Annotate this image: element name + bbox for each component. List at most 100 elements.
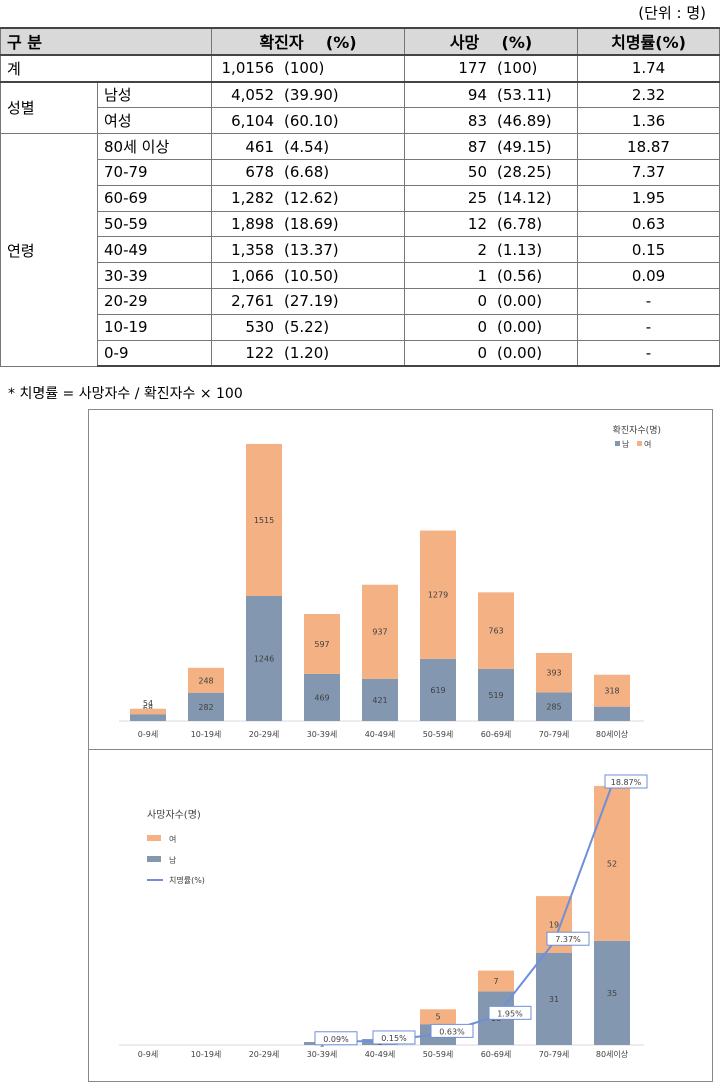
fatality-cell: 1.36 <box>577 107 720 135</box>
line-label-box <box>372 1030 416 1045</box>
confirmed-cell: 4,052 (39.90) <box>211 81 406 109</box>
chart-title: 확진자수(명) <box>613 424 661 436</box>
row-label: 10-19 <box>96 313 213 341</box>
deaths-chart-panel: 0-9세10-19세20-29세130-39세240-49세7550-59세18… <box>88 749 713 1082</box>
bar-female <box>594 785 630 941</box>
bar-male <box>536 692 572 721</box>
confirmed-chart-panel: 68 54 0-9세 282 248 10-19세 1246 1515 20-29세 469 597… <box>88 409 713 750</box>
data-label: 393 <box>546 669 561 678</box>
data-label: 1515 <box>254 516 274 525</box>
deaths-chart: 0-9세10-19세20-29세130-39세240-49세7550-59세18… <box>119 774 648 1059</box>
x-tick-label: 50-59세 <box>423 730 454 739</box>
data-label: 285 <box>546 703 561 712</box>
fatality-cell: 18.87 <box>577 133 720 160</box>
data-label: 35 <box>607 989 617 998</box>
row-label: 30-39 <box>96 262 213 289</box>
table-row-age: 0-9 122 (1.20) 0 (0.00) - <box>1 339 720 368</box>
fatality-cell: - <box>577 339 720 368</box>
row-label: 여성 <box>96 107 213 135</box>
data-label: 619 <box>430 686 445 695</box>
row-label: 20-29 <box>96 287 213 315</box>
row-label: 남성 <box>96 81 213 109</box>
fatality-cell: - <box>577 287 720 315</box>
line-data-label: 18.87% <box>611 778 642 787</box>
total-label: 계 <box>0 54 213 83</box>
confirmed-cell: 1,066 (10.50) <box>211 262 406 289</box>
data-label: 248 <box>198 676 213 685</box>
chart-title: 사망자수(명) <box>147 809 201 821</box>
bar-female <box>420 530 456 659</box>
table-header-row: 구 분 확진자 (%) 사망 (%) 치명률(%) <box>0 27 720 56</box>
legend-swatch-female <box>637 441 642 446</box>
total-deaths: 177 (100) <box>404 54 579 83</box>
row-label: 80세 이상 <box>96 133 213 160</box>
x-tick-label: 20-29세 <box>249 730 280 739</box>
fatality-cell: 0.15 <box>577 236 720 264</box>
x-tick-label: 60-69세 <box>481 730 512 739</box>
line-data-label: 0.09% <box>323 1035 349 1044</box>
line-data-label: 0.15% <box>381 1034 407 1043</box>
confirmed-cell: 6,104 (60.10) <box>211 107 406 135</box>
row-label: 70-79 <box>96 158 213 186</box>
confirmed-cell: 1,282 (12.62) <box>211 184 406 212</box>
legend-label-line: 치명률(%) <box>169 875 205 885</box>
bar-female <box>188 667 224 693</box>
line-label-box <box>314 1031 358 1046</box>
bar-female <box>536 652 572 693</box>
x-tick-label: 60-69세 <box>481 1050 512 1059</box>
data-label: 519 <box>488 691 503 700</box>
confirmed-cell: 1,898 (18.69) <box>211 210 406 238</box>
x-tick-label: 30-39세 <box>307 730 338 739</box>
bar-female <box>304 614 340 674</box>
total-confirmed: 1,0156 (100) <box>211 54 406 83</box>
table-row-age: 30-39 1,066 (10.50) 1 (0.56) 0.09 <box>1 262 720 289</box>
bar-male <box>130 714 166 721</box>
data-label: 1246 <box>254 654 274 663</box>
table-row-age: 60-69 1,282 (12.62) 25 (14.12) 1.95 <box>1 184 720 212</box>
legend-swatch-female <box>147 835 161 841</box>
deaths-cell: 50 (28.25) <box>404 158 579 186</box>
deaths-cell: 12 (6.78) <box>404 210 579 238</box>
deaths-cell: 2 (1.13) <box>404 236 579 264</box>
fatality-cell: 0.63 <box>577 210 720 238</box>
table-row-total: 계 1,0156 (100) 177 (100) 1.74 <box>0 54 720 83</box>
deaths-cell: 83 (46.89) <box>404 107 579 135</box>
statistics-table: 구 분 확진자 (%) 사망 (%) 치명률(%) 계 1,0156 (100) … <box>0 27 720 368</box>
table-row-age: 20-29 2,761 (27.19) 0 (0.00) - <box>1 287 720 315</box>
confirmed-cell: 461 (4.54) <box>211 133 406 160</box>
x-tick-label: 30-39세 <box>307 1050 338 1059</box>
confirmed-cell: 530 (5.22) <box>211 313 406 341</box>
bar-female <box>594 674 630 707</box>
data-label: 282 <box>198 703 213 712</box>
confirmed-cell: 122 (1.20) <box>211 339 406 368</box>
data-label: 31 <box>549 995 559 1004</box>
line-label-box <box>546 931 590 946</box>
data-label: 937 <box>372 628 387 637</box>
bar-female <box>478 592 514 669</box>
table-row-gender: 성별 남성 4,052 (39.90) 94 (53.11) 2.32 <box>0 81 720 135</box>
header-confirmed: 확진자 (%) <box>211 27 406 56</box>
data-label: 5 <box>435 1013 440 1022</box>
legend-label-male: 남 <box>169 856 177 865</box>
x-tick-label: 50-59세 <box>423 1050 454 1059</box>
total-fatality: 1.74 <box>577 54 720 83</box>
x-tick-label: 10-19세 <box>191 730 222 739</box>
x-tick-label: 40-49세 <box>365 1050 396 1059</box>
header-category: 구 분 <box>0 27 213 56</box>
line-label-box <box>488 1005 532 1020</box>
row-label: 40-49 <box>96 236 213 264</box>
data-label: 19 <box>549 920 559 929</box>
x-tick-label: 20-29세 <box>249 1050 280 1059</box>
row-label: 60-69 <box>96 184 213 212</box>
data-label: 763 <box>488 627 503 636</box>
deaths-cell: 94 (53.11) <box>404 81 579 109</box>
table-row-age: 50-59 1,898 (18.69) 12 (6.78) 0.63 <box>1 210 720 238</box>
x-tick-label: 70-79세 <box>539 730 570 739</box>
data-label: 318 <box>604 687 619 696</box>
data-label: 1279 <box>428 591 448 600</box>
bar-male <box>304 673 340 721</box>
table-row-age: 40-49 1,358 (13.37) 2 (1.13) 0.15 <box>1 236 720 264</box>
deaths-cell: 0 (0.00) <box>404 287 579 315</box>
deaths-cell: 0 (0.00) <box>404 313 579 341</box>
